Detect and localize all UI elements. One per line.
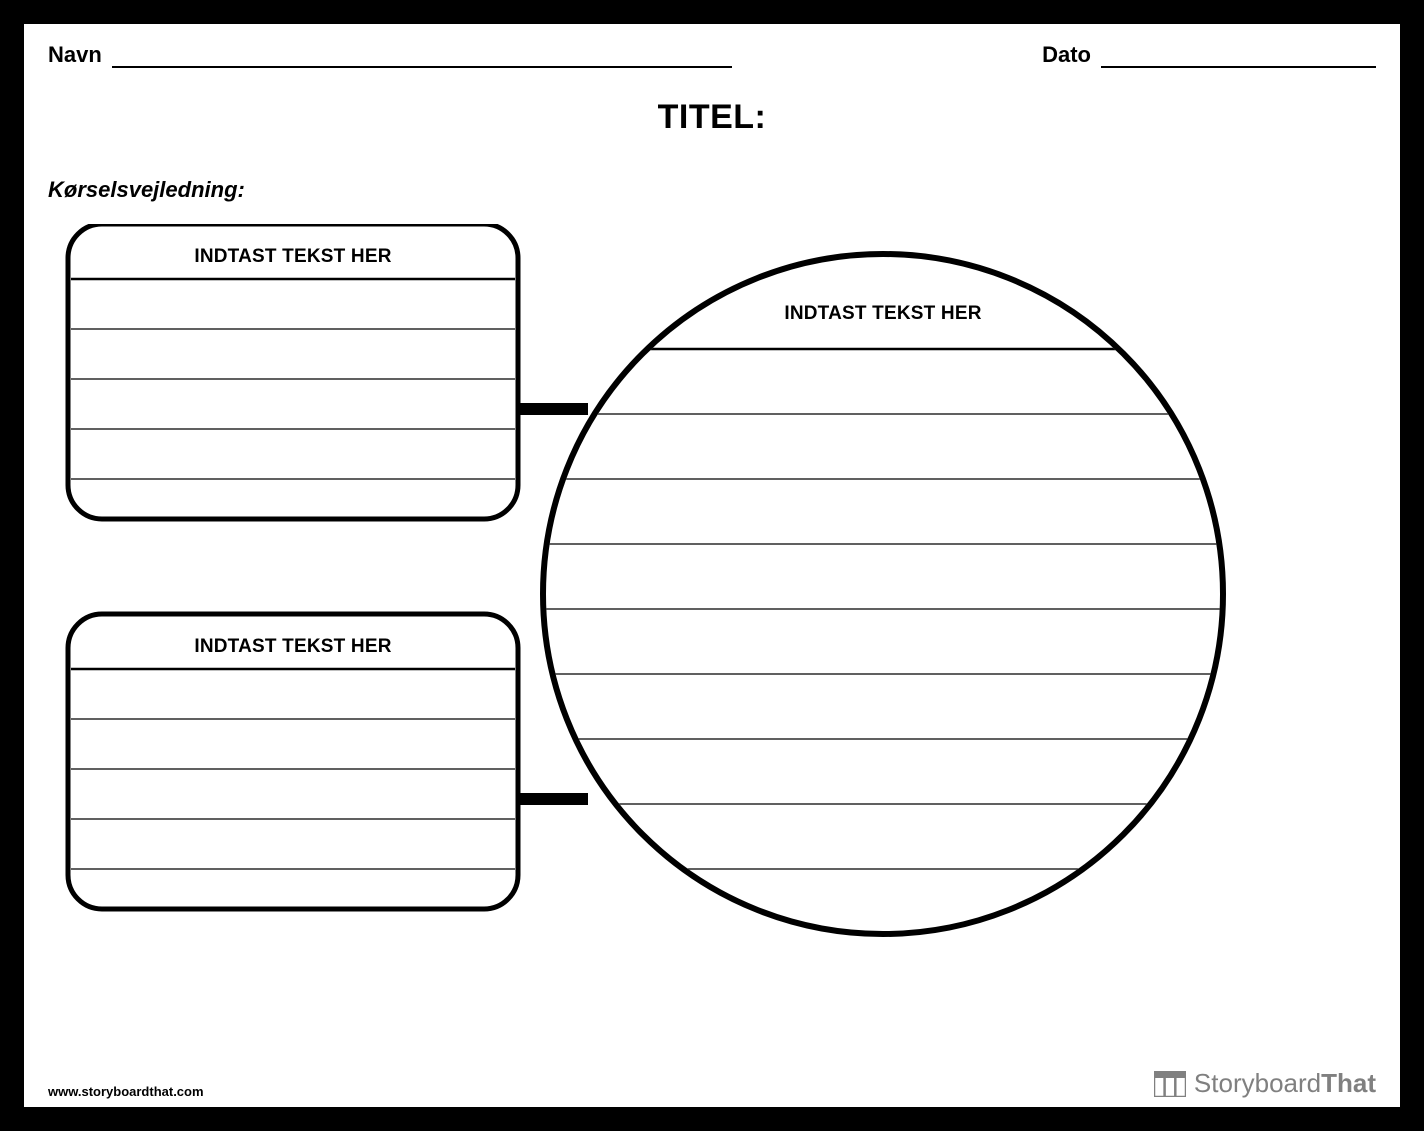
worksheet-page: Navn Dato TITEL: Kørselsvejledning: INDT… xyxy=(24,24,1400,1107)
date-label: Dato xyxy=(1042,42,1091,68)
instructions-label: Kørselsvejledning: xyxy=(24,137,1400,203)
brand-text: StoryboardThat xyxy=(1194,1068,1376,1099)
circle-header: INDTAST TEKST HER xyxy=(784,303,981,324)
header-row: Navn Dato xyxy=(24,24,1400,68)
circle-box[interactable]: INDTAST TEKST HER xyxy=(543,254,1223,934)
name-label: Navn xyxy=(48,42,102,68)
date-field: Dato xyxy=(1042,42,1376,68)
name-blank-line[interactable] xyxy=(112,46,732,68)
footer: www.storyboardthat.com StoryboardThat xyxy=(48,1068,1376,1099)
name-field: Navn xyxy=(48,42,732,68)
date-blank-line[interactable] xyxy=(1101,46,1376,68)
footer-url: www.storyboardthat.com xyxy=(48,1084,204,1099)
brand-logo: StoryboardThat xyxy=(1154,1068,1376,1099)
box-bottom[interactable]: INDTAST TEKST HER xyxy=(68,614,518,909)
graphic-organizer: INDTAST TEKST HER INDTAST TEKST HER xyxy=(48,224,1376,1047)
box-top-header: INDTAST TEKST HER xyxy=(194,246,391,267)
brand-suffix: That xyxy=(1321,1068,1376,1098)
page-title: TITEL: xyxy=(24,98,1400,137)
box-bottom-header: INDTAST TEKST HER xyxy=(194,636,391,657)
box-top[interactable]: INDTAST TEKST HER xyxy=(68,224,518,519)
diagram-svg: INDTAST TEKST HER INDTAST TEKST HER xyxy=(48,224,1376,984)
brand-prefix: Storyboard xyxy=(1194,1068,1321,1098)
storyboard-icon xyxy=(1154,1071,1186,1097)
